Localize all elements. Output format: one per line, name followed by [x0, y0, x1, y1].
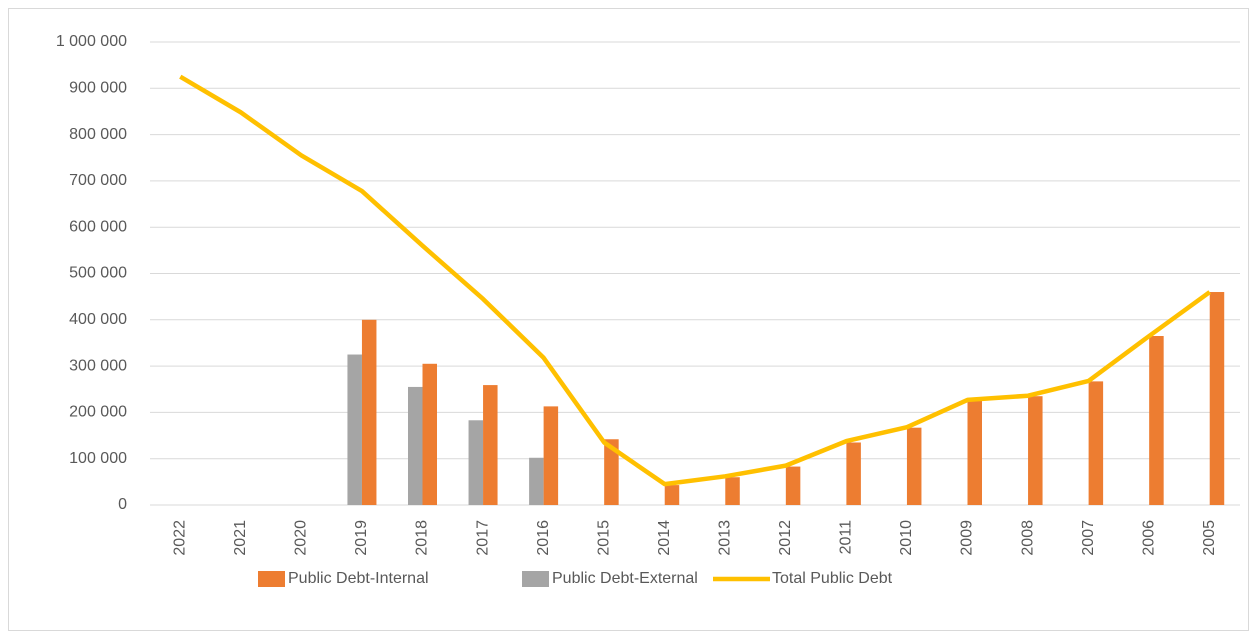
- bar: [967, 400, 982, 505]
- legend-swatch: [258, 571, 285, 587]
- line: [179, 74, 1212, 487]
- x-tick-label: 2008: [1019, 520, 1036, 556]
- y-tick-label: 700 000: [69, 172, 127, 189]
- bar: [725, 477, 740, 505]
- bar: [1028, 396, 1043, 505]
- x-tick-label: 2018: [414, 520, 431, 556]
- y-tick-label: 1 000 000: [56, 33, 127, 50]
- legend-label: Total Public Debt: [772, 570, 893, 587]
- bar: [529, 457, 544, 505]
- bar: [1209, 292, 1225, 505]
- y-tick-label: 900 000: [69, 80, 127, 97]
- bar: [408, 386, 423, 505]
- x-tick-label: 2015: [595, 520, 612, 556]
- bar: [543, 406, 559, 505]
- bar: [1088, 381, 1104, 505]
- bar: [422, 363, 437, 505]
- x-tick-label: 2010: [898, 520, 915, 556]
- x-tick-label: 2014: [656, 520, 673, 556]
- x-tick-label: 2011: [838, 520, 855, 555]
- bar: [1149, 336, 1164, 505]
- bar: [664, 485, 680, 505]
- bar: [361, 319, 377, 505]
- bar: [846, 442, 861, 505]
- y-tick-label: 100 000: [69, 450, 127, 467]
- bar: [604, 439, 619, 505]
- x-tick-label: 2021: [232, 520, 249, 556]
- legend-swatch: [522, 571, 549, 587]
- x-tick-label: 2005: [1201, 520, 1218, 556]
- y-tick-label: 200 000: [69, 404, 127, 421]
- legend-label: Public Debt-Internal: [288, 570, 429, 587]
- y-tick-label: 600 000: [69, 218, 127, 235]
- x-tick-label: 2016: [535, 520, 552, 556]
- y-tick-label: 800 000: [69, 126, 127, 143]
- x-tick-label: 2020: [293, 520, 310, 556]
- x-tick-label: 2007: [1080, 520, 1097, 556]
- y-tick-label: 300 000: [69, 357, 127, 374]
- bar: [785, 466, 801, 505]
- bar: [483, 385, 498, 505]
- x-tick-label: 2022: [171, 520, 188, 556]
- legend-label: Public Debt-External: [552, 570, 698, 587]
- x-tick-label: 2013: [716, 520, 733, 556]
- y-tick-label: 0: [118, 496, 127, 513]
- bar: [347, 354, 362, 505]
- x-tick-label: 2017: [474, 520, 491, 556]
- x-tick-label: 2006: [1140, 520, 1157, 556]
- x-tick-label: 2009: [959, 520, 976, 556]
- y-tick-label: 500 000: [69, 265, 127, 282]
- bar: [906, 427, 922, 505]
- bar: [468, 420, 484, 505]
- x-tick-label: 2012: [777, 520, 794, 556]
- y-tick-label: 400 000: [69, 311, 127, 328]
- x-tick-label: 2019: [353, 520, 370, 556]
